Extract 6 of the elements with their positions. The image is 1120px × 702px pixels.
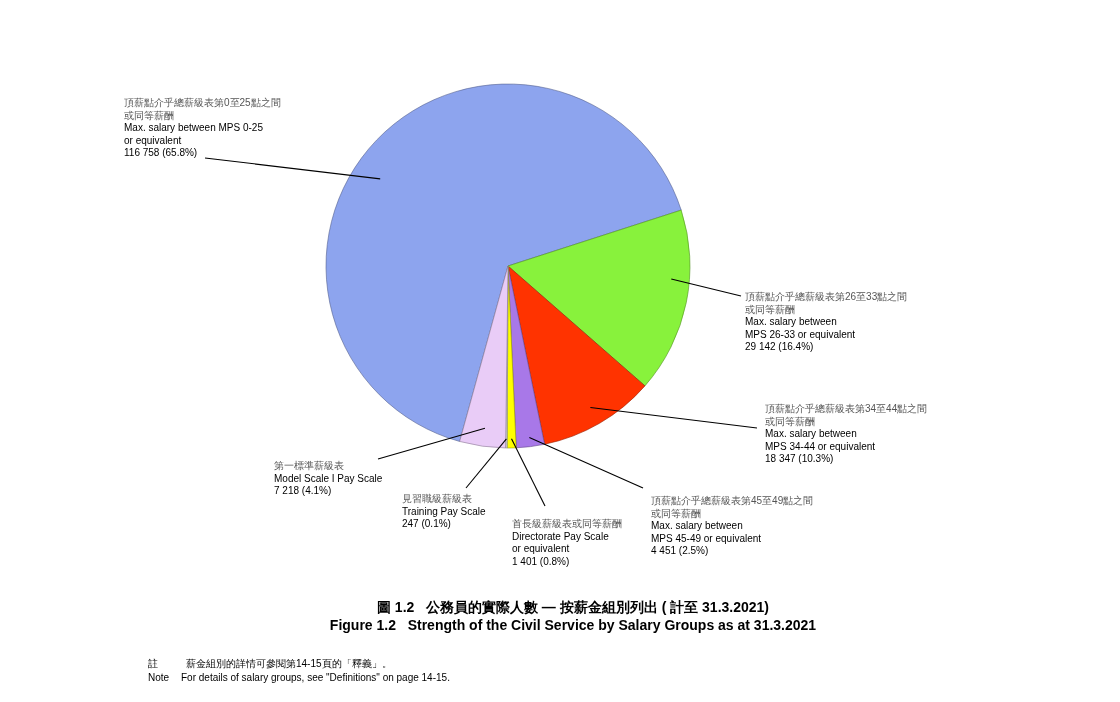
text: For details of salary groups, see "Definitions" on page 14-15.: [181, 672, 450, 683]
text: Note: [148, 672, 170, 683]
text: 註: [148, 658, 158, 669]
text: 薪金組別的詳情可參閱第14-15頁的「釋義」。: [186, 658, 392, 669]
text: Figure 1.2 Strength of the Civil Service by Salary Groups as at 31.3.2021: [329, 617, 817, 633]
text: 圖 1.2 公務員的實際人數 — 按薪金組別列出 ( 計至 31.3.2021): [376, 599, 770, 615]
